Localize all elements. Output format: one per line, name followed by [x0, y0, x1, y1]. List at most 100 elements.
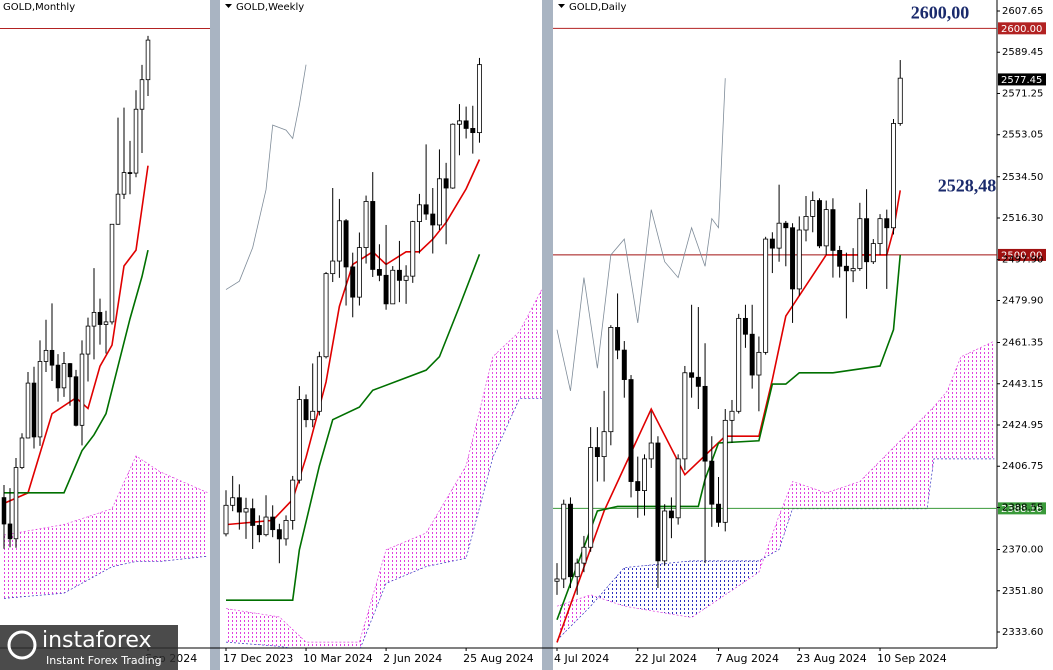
y-tick-label: 2607.65	[1002, 6, 1043, 17]
tagline: Instant Forex Trading	[46, 654, 162, 667]
candle-body	[857, 218, 863, 269]
watermark-box	[0, 625, 178, 670]
candle-body	[133, 108, 139, 174]
cloud-segment	[779, 481, 793, 550]
candle-body	[850, 268, 856, 272]
chart-panel	[0, 27, 210, 599]
candle-body	[729, 410, 735, 421]
indicator-line	[556, 254, 902, 621]
candle-body	[31, 382, 37, 438]
menu-arrow	[225, 4, 232, 8]
last-price-box	[998, 73, 1046, 86]
indicator-line	[4, 249, 149, 494]
candle-body	[628, 379, 634, 482]
candle-body	[870, 243, 876, 263]
y-tick-label: 2571.25	[1002, 88, 1043, 99]
cloud-segment	[933, 390, 948, 459]
candle-body	[303, 399, 309, 421]
candle-body	[109, 223, 115, 323]
y-tick-label: 2479.90	[1002, 295, 1043, 306]
candle-body	[55, 364, 61, 389]
cloud-segment	[359, 549, 387, 648]
level-label: 2600.00	[1001, 24, 1042, 35]
candle-body	[463, 120, 469, 129]
x-tick-label: 2 Jun 2024	[383, 652, 442, 665]
candle-body	[642, 458, 647, 492]
candle-body	[270, 516, 276, 531]
x-tick-label: 4 Jul 2024	[554, 652, 609, 665]
cloud-segment	[492, 331, 520, 458]
candle-body	[85, 325, 91, 355]
candle-body	[810, 200, 816, 217]
y-tick-label: 2351.80	[1002, 586, 1043, 597]
candle-body	[263, 516, 269, 536]
x-tick-label: 7 Aug 2024	[716, 652, 779, 665]
cloud-edge	[3, 455, 209, 536]
candle-body	[776, 222, 782, 249]
y-tick-label: 2424.95	[1002, 420, 1043, 431]
candle-body	[19, 437, 25, 468]
candle-body	[897, 77, 903, 124]
candle-body	[668, 510, 674, 519]
cloud-segment	[466, 356, 493, 559]
cloud-segment	[160, 471, 208, 562]
candle-body	[689, 372, 695, 378]
chart-title: GOLD,Monthly	[3, 2, 75, 13]
candle-body	[843, 265, 849, 272]
last-price-label: 2577.45	[1001, 75, 1042, 86]
candle-body	[336, 220, 342, 262]
candle-body	[675, 458, 681, 519]
candle-body	[682, 372, 688, 460]
panel-separator	[210, 0, 220, 670]
candle-body	[323, 273, 329, 358]
cloud-segment	[426, 465, 467, 567]
indicator-line	[226, 254, 481, 601]
candle-body	[763, 238, 769, 353]
cloud-segment	[826, 481, 860, 509]
watermark: instaforex Instant Forex Trading	[0, 625, 178, 670]
cloud-segment	[859, 447, 894, 509]
candle-body	[330, 260, 336, 275]
candle-body	[783, 222, 789, 229]
x-tick-label: 23 Aug 2024	[796, 652, 866, 665]
candle-body	[115, 193, 121, 225]
candle-body	[49, 349, 55, 366]
candle-body	[390, 269, 396, 305]
candle-body	[97, 311, 103, 325]
x-tick-label: 25 Aug 2024	[463, 652, 533, 665]
candle-body	[250, 508, 256, 526]
candle-body	[296, 399, 302, 481]
cloud-segment	[386, 533, 427, 584]
candle-body	[790, 227, 796, 290]
candle-body	[276, 529, 282, 540]
candle-body	[476, 64, 482, 134]
candle-body	[722, 419, 728, 523]
cloud-segment	[112, 455, 136, 567]
candle-body	[403, 275, 409, 281]
candle-body	[648, 442, 654, 460]
cloud-segment	[306, 642, 360, 648]
candle-body	[91, 311, 97, 327]
candle-body	[343, 220, 349, 268]
candle-body	[594, 447, 600, 458]
level-label: 2388.16	[1001, 504, 1042, 515]
cloud-segment	[960, 341, 995, 459]
candle-body	[356, 247, 362, 298]
candle-body	[796, 229, 802, 290]
annotation: 2600,00	[911, 2, 970, 22]
y-tick-label: 2333.60	[1002, 627, 1043, 638]
cloud-edge	[556, 340, 995, 618]
cloud-segment	[279, 616, 307, 648]
cloud-segment	[519, 289, 542, 399]
candle-body	[877, 218, 883, 245]
candle-body	[608, 327, 614, 433]
y-tick-label: 2443.15	[1002, 379, 1043, 390]
candle-body	[350, 266, 356, 298]
candle-body	[769, 238, 775, 249]
candle-body	[230, 497, 236, 506]
candle-body	[7, 523, 13, 540]
candle-body	[891, 123, 896, 229]
candle-body	[423, 204, 429, 215]
candle-body	[316, 356, 322, 412]
